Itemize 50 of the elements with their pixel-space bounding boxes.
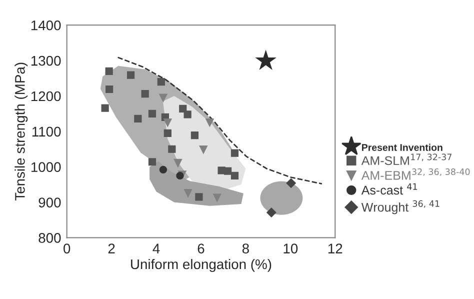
point [195,193,203,201]
y-tick-label: 1400 [31,20,61,30]
x-tick-label: 2 [108,244,115,254]
point [255,50,276,70]
x-tick-label: 10 [284,244,298,254]
point [190,132,199,140]
y-tick-label: 1300 [31,56,61,66]
x-tick-label: 6 [198,244,204,254]
point [174,158,182,168]
point [134,114,142,122]
legend-label: As-cast $^{41}$ [361,183,417,195]
point [105,67,113,75]
y-tick-label: 1100 [32,126,61,137]
point [199,145,208,154]
point [205,118,214,128]
y-axis-title: Tensile strength (MPa) [14,62,28,201]
y-tick-label: 1200 [31,91,61,102]
point [168,145,176,153]
point [266,208,276,218]
legend-label: Present Invention [362,144,442,151]
point [184,110,192,118]
point [230,149,239,157]
point [164,129,172,137]
legend-label: Wrought $^{36, 41}$ [361,200,440,214]
y-tick-label: 800 [38,233,61,243]
point [101,104,109,112]
point [141,90,149,98]
point [126,71,135,79]
point [286,178,296,188]
point [230,172,239,180]
point [157,78,165,86]
x-tick-label: 8 [242,244,249,254]
legend-label: AM-SLM$^{17, 32-37}$ [361,154,452,166]
point [176,172,184,180]
point [106,85,114,94]
y-tick-label: 1000 [31,162,61,172]
y-tick-label: 900 [38,198,61,208]
x-axis-title: Uniform elongation (%) [131,258,272,272]
point [163,118,172,128]
point [212,194,222,202]
legend-label: AM-EBM$^{32, 36, 38-40}$ [361,168,470,180]
point [158,94,168,102]
point [159,166,167,174]
x-tick-label: 12 [328,244,342,254]
x-tick-label: 4 [152,244,160,254]
point [148,158,156,166]
point [148,110,156,118]
point [184,189,192,198]
x-tick-label: 0 [64,244,70,254]
point [224,167,232,175]
